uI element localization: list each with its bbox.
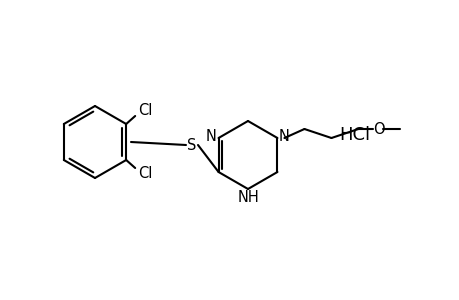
Text: Cl: Cl bbox=[138, 103, 152, 118]
Text: N: N bbox=[279, 128, 289, 143]
Text: HCl: HCl bbox=[339, 126, 370, 144]
Text: N: N bbox=[206, 128, 217, 143]
Text: NH: NH bbox=[238, 190, 259, 206]
Text: O: O bbox=[372, 122, 383, 136]
Text: Cl: Cl bbox=[138, 167, 152, 182]
Text: S: S bbox=[187, 137, 196, 152]
